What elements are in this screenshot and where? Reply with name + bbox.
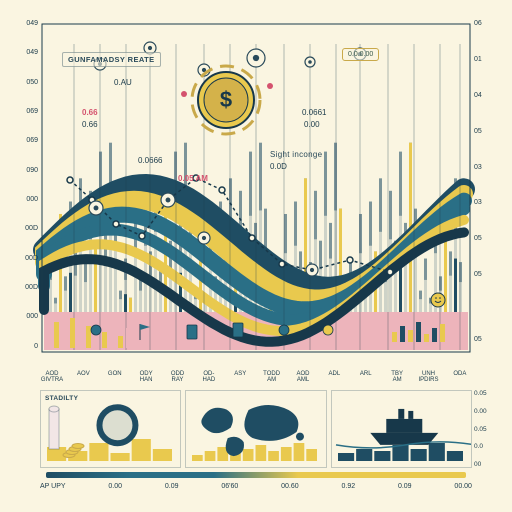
y-axis-left: 04904905006906909000000D00D00D0000 — [14, 20, 38, 372]
chart-subtitle: Sight inconge — [270, 150, 322, 159]
lower-panels: STADILTY — [40, 390, 472, 468]
y-axis-right: 060104050303050505 — [474, 20, 498, 372]
chart-title: GUNFAMADSY REATE — [62, 52, 161, 67]
gradient-scale — [46, 472, 466, 478]
y-axis-lower-right: 0.050.000.050.000 — [474, 390, 498, 468]
panel-worldmap — [185, 390, 326, 468]
timeline-axis: AP UPY0.000.0906'6000.600.920.0900.00 — [40, 483, 472, 490]
topright-badge: 0.0.0.00 — [342, 48, 379, 61]
panel-shipping — [331, 390, 472, 468]
svg-text:$: $ — [220, 87, 232, 112]
panel-stability: STADILTY — [40, 390, 181, 468]
x-axis: AODGIVTRAAOVGONODYHANODDRAYOD-HADASYTODD… — [40, 371, 472, 384]
